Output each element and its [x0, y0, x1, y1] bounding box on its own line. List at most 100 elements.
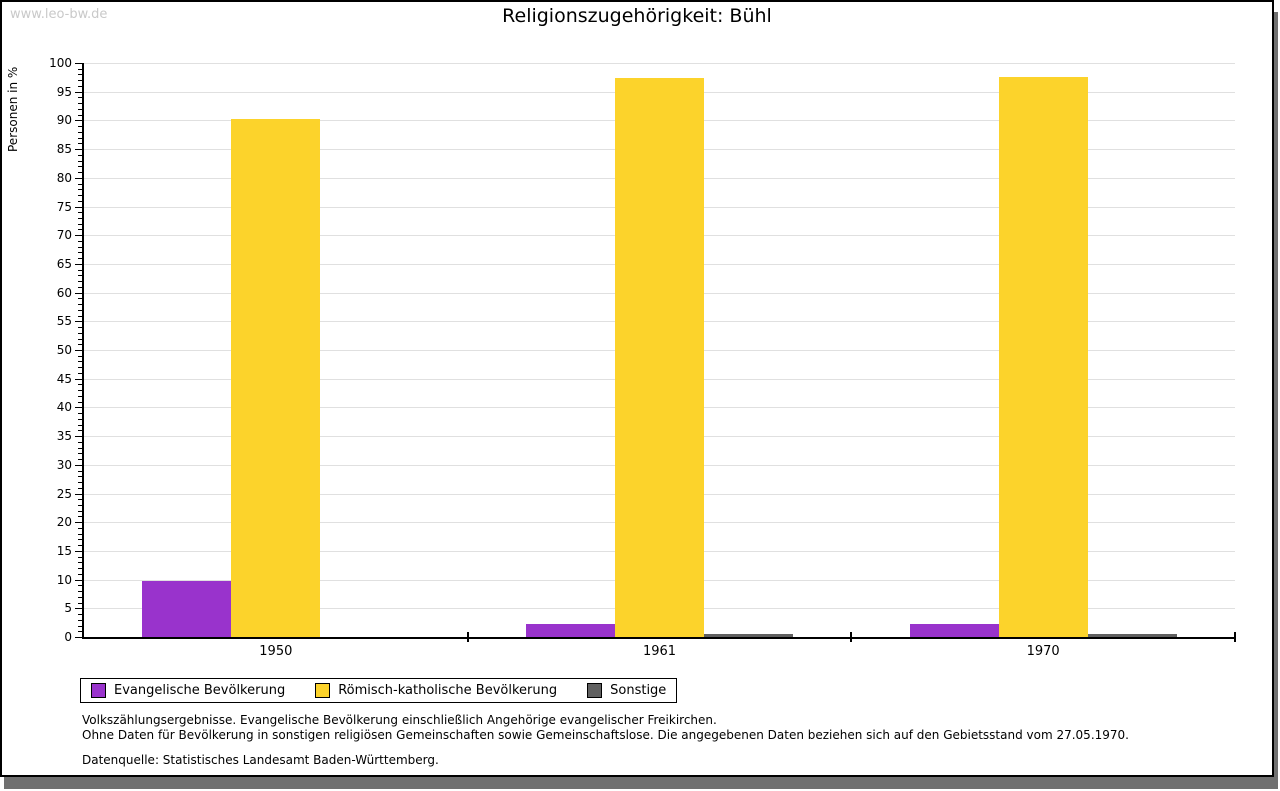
bar-katholische-1961	[615, 77, 704, 637]
legend-label-katholische: Römisch-katholische Bevölkerung	[338, 683, 558, 698]
footnote-line: Volkszählungsergebnisse. Evangelische Be…	[82, 713, 717, 727]
y-minor-tick	[78, 614, 82, 616]
y-tick	[75, 493, 82, 495]
y-minor-tick	[78, 269, 82, 271]
y-minor-tick	[78, 217, 82, 219]
y-tick-label: 100	[49, 56, 72, 70]
y-minor-tick	[78, 384, 82, 386]
y-tick-label: 5	[64, 601, 72, 616]
y-minor-tick	[78, 504, 82, 506]
y-minor-tick	[78, 545, 82, 547]
bar-katholische-1970	[998, 77, 1088, 637]
y-minor-tick	[78, 108, 82, 110]
y-tick-label: 65	[56, 256, 72, 271]
y-tick-label: 40	[56, 400, 72, 415]
y-minor-tick	[78, 74, 82, 76]
y-minor-tick	[78, 304, 82, 306]
y-minor-tick	[78, 539, 82, 541]
y-minor-tick	[78, 430, 82, 432]
y-tick-label: 95	[56, 84, 72, 99]
bar-evangelische-1950	[142, 580, 232, 637]
legend-swatch-evangelische	[91, 683, 106, 698]
legend-item-sonstige: Sonstige	[587, 683, 666, 698]
y-minor-tick	[78, 476, 82, 478]
plot-area: 0 5 10 15 20 25 30 35 40 45 50 55 60 65 70 75 80 85 90 95 10…	[49, 56, 1236, 659]
bar-evangelische-1961	[526, 623, 615, 637]
y-tick-label: 10	[56, 572, 72, 587]
footnotes: Volkszählungsergebnisse. Evangelische Be…	[82, 713, 1129, 743]
y-tick-label: 0	[64, 630, 72, 644]
y-minor-tick	[78, 200, 82, 202]
y-minor-tick	[78, 298, 82, 300]
y-minor-tick	[78, 309, 82, 311]
y-gridline	[84, 63, 1235, 64]
y-minor-tick	[78, 631, 82, 633]
y-tick	[75, 464, 82, 466]
legend-swatch-katholische	[315, 683, 331, 698]
y-tick	[75, 91, 82, 93]
y-minor-tick	[78, 447, 82, 449]
y-tick-label: 80	[56, 170, 72, 185]
y-minor-tick	[78, 275, 82, 277]
y-minor-tick	[78, 212, 82, 214]
y-minor-tick	[78, 355, 82, 357]
legend-swatch-sonstige	[587, 683, 603, 698]
y-tick	[75, 550, 82, 552]
y-minor-tick	[78, 286, 82, 288]
y-minor-tick	[78, 240, 82, 242]
y-minor-tick	[78, 556, 82, 558]
y-tick-label: 60	[56, 285, 72, 300]
y-tick-label: 85	[56, 142, 72, 157]
y-minor-tick	[78, 625, 82, 627]
y-minor-tick	[78, 183, 82, 185]
y-tick	[75, 637, 82, 638]
y-tick-label: 70	[56, 228, 72, 243]
y-minor-tick	[78, 516, 82, 518]
y-minor-tick	[78, 510, 82, 512]
x-axis-tick	[850, 632, 853, 642]
y-minor-tick	[78, 332, 82, 334]
y-minor-tick	[78, 327, 82, 329]
y-tick-label: 20	[56, 515, 72, 530]
bar-sonstige-1961	[704, 634, 793, 637]
y-tick-label: 50	[56, 343, 72, 357]
y-minor-tick	[78, 441, 82, 443]
y-minor-tick	[78, 97, 82, 99]
legend-label-evangelische: Evangelische Bevölkerung	[114, 683, 286, 698]
y-minor-tick	[78, 258, 82, 260]
y-minor-tick	[78, 527, 82, 529]
y-minor-tick	[78, 252, 82, 254]
y-minor-tick	[78, 114, 82, 116]
chart-title: Religionszugehörigkeit: Bühl	[502, 5, 772, 27]
y-tick	[75, 321, 82, 323]
data-source-note: Datenquelle: Statistisches Landesamt Bad…	[82, 753, 439, 767]
y-minor-tick	[78, 390, 82, 392]
y-tick-label: 90	[56, 113, 72, 128]
bar-sonstige-1970	[1087, 634, 1177, 637]
y-axis-label: Personen in %	[6, 66, 20, 152]
y-tick	[75, 522, 82, 524]
y-minor-tick	[78, 470, 82, 472]
y-minor-tick	[78, 68, 82, 70]
y-tick	[75, 608, 82, 610]
y-minor-tick	[78, 103, 82, 105]
y-minor-tick	[78, 223, 82, 225]
x-axis-tick	[1234, 632, 1236, 642]
y-minor-tick	[78, 143, 82, 145]
y-tick	[75, 63, 82, 64]
y-tick	[75, 292, 82, 294]
y-minor-tick	[78, 424, 82, 426]
y-minor-tick	[78, 126, 82, 128]
y-minor-tick	[78, 166, 82, 168]
y-tick	[75, 407, 82, 409]
y-tick	[75, 149, 82, 151]
y-minor-tick	[78, 229, 82, 231]
y-tick	[75, 120, 82, 122]
footnote-line: Ohne Daten für Bevölkerung in sonstigen …	[82, 728, 1129, 742]
y-tick-label: 35	[56, 429, 72, 444]
y-minor-tick	[78, 395, 82, 397]
y-minor-tick	[78, 160, 82, 162]
y-tick	[75, 177, 82, 179]
y-minor-tick	[78, 189, 82, 191]
y-minor-tick	[78, 585, 82, 587]
